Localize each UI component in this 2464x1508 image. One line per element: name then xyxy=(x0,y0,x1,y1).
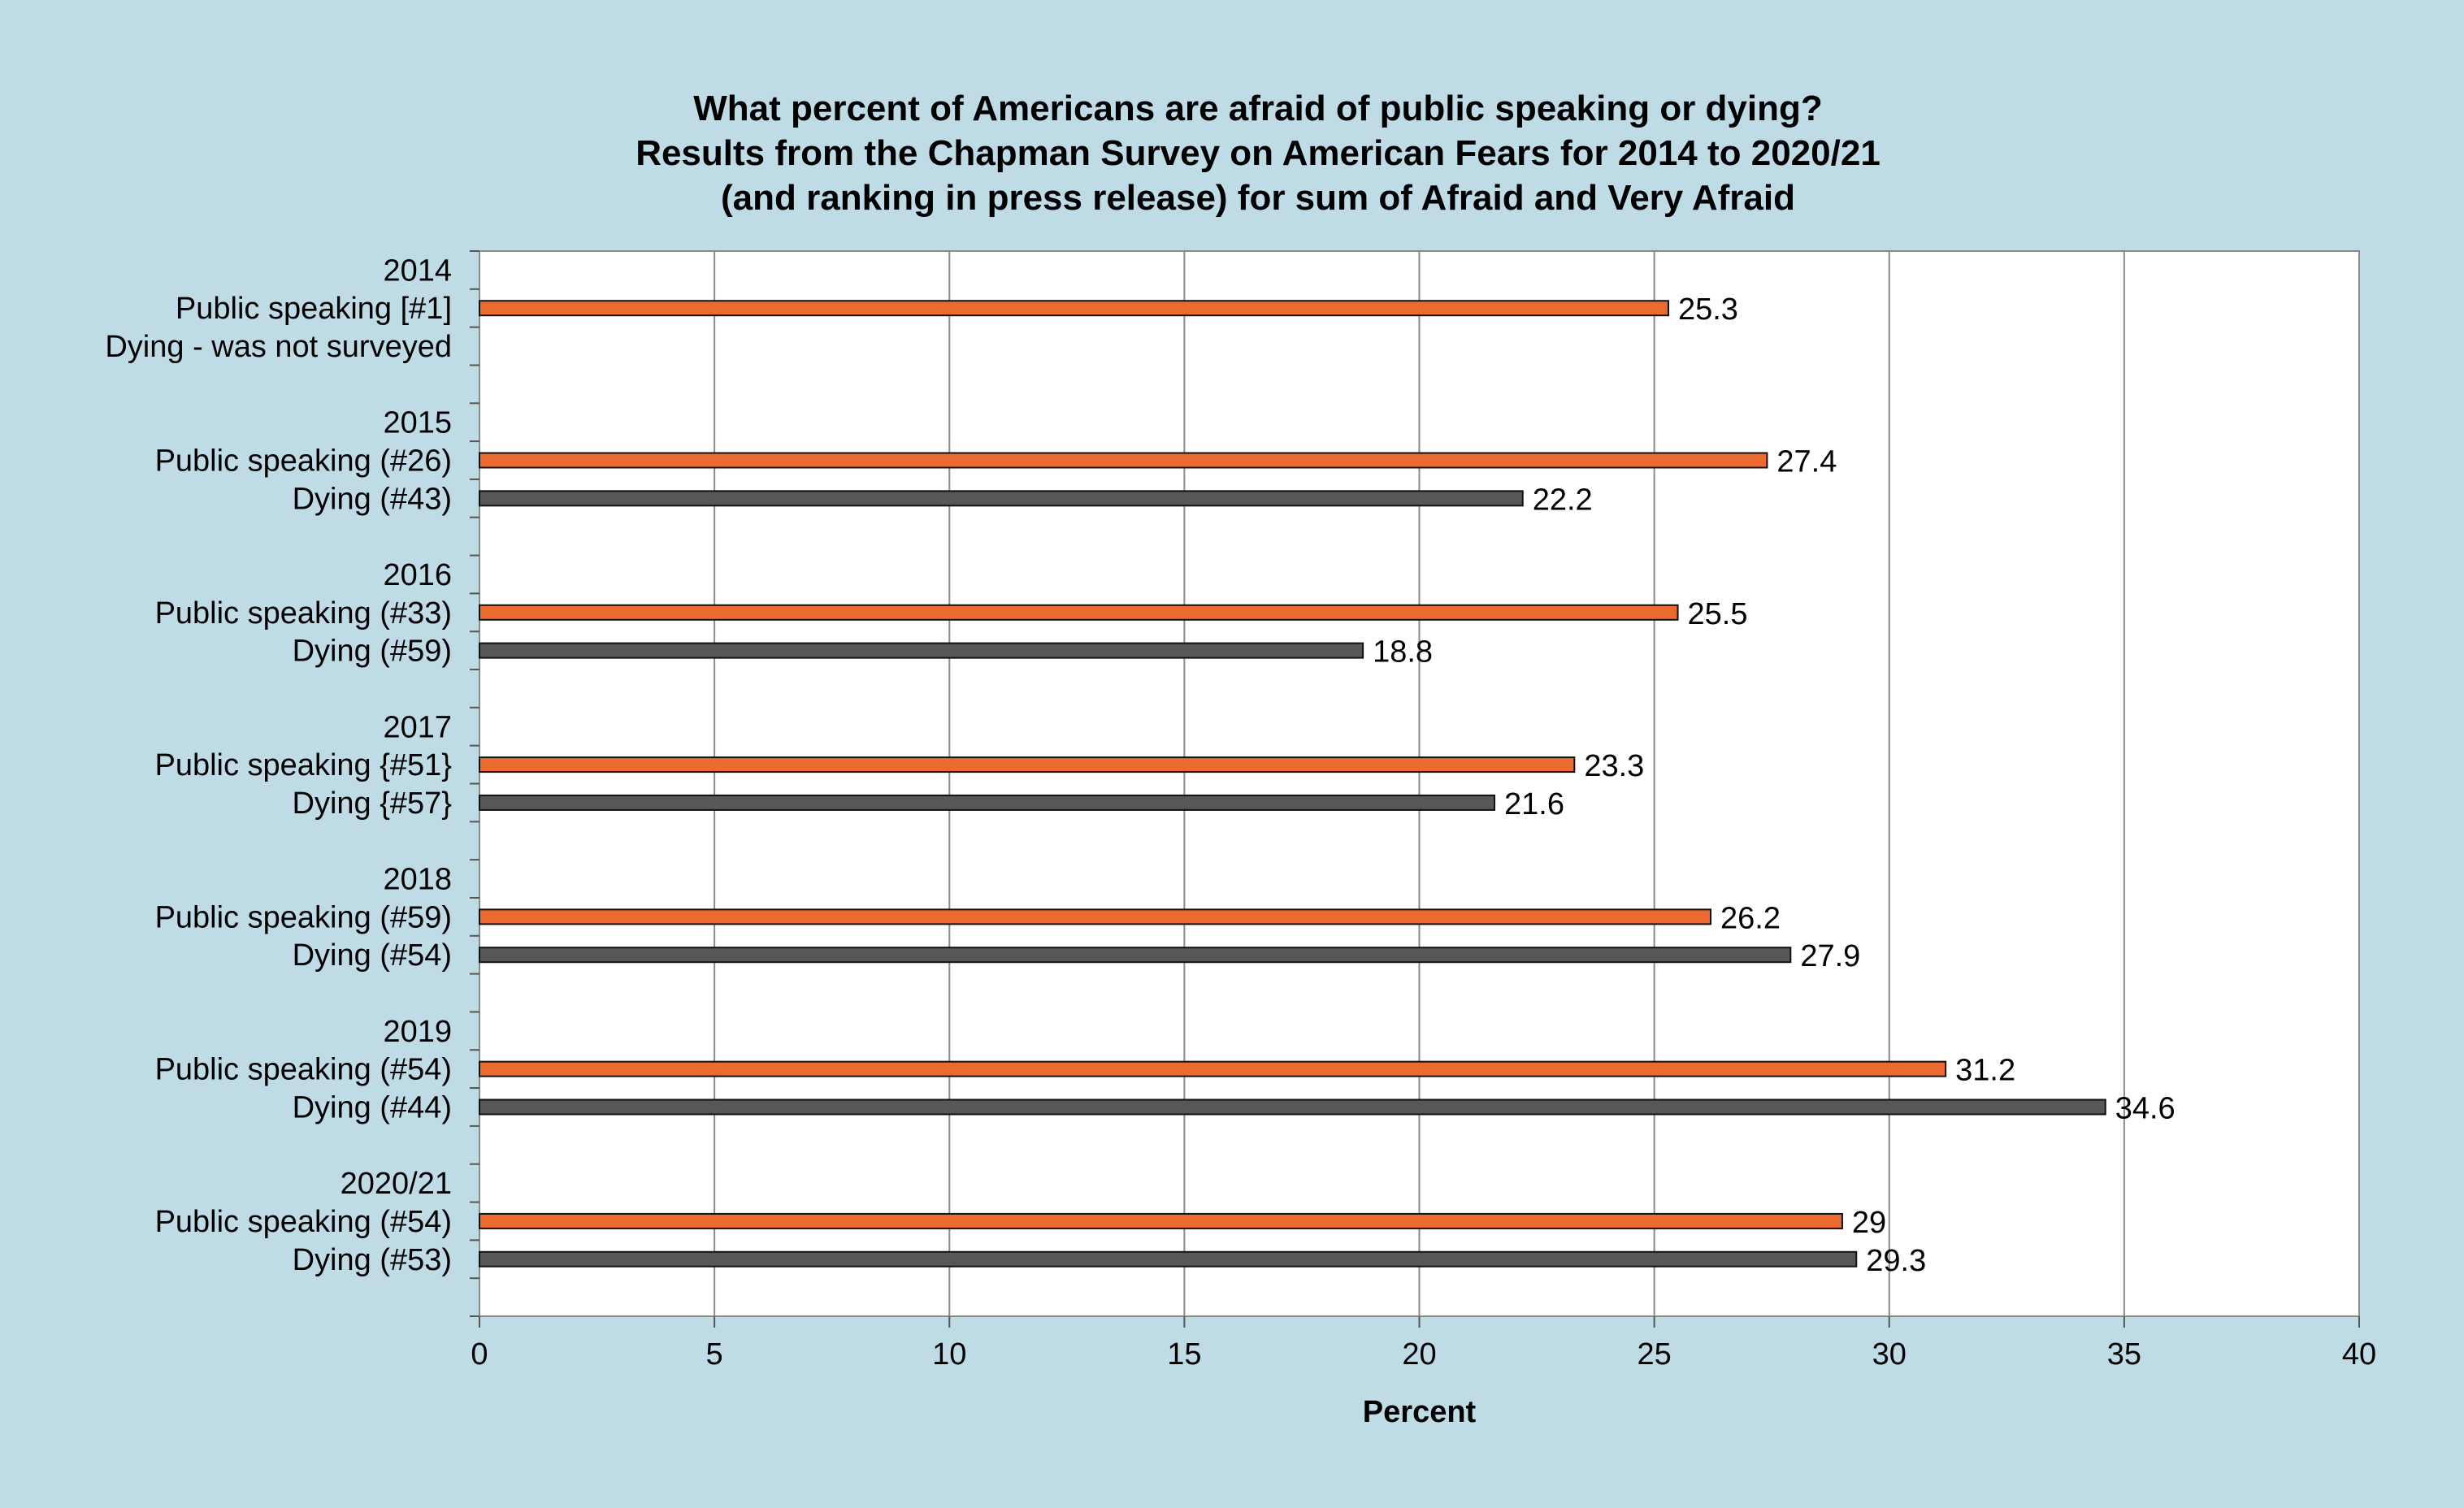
category-label: Public speaking (#33) xyxy=(155,596,452,630)
data-label: 27.9 xyxy=(1800,939,1860,973)
data-label: 22.2 xyxy=(1533,483,1593,517)
category-label: Dying - was not surveyed xyxy=(105,330,452,364)
bar-dying xyxy=(479,1098,2106,1116)
y-axis-ticks xyxy=(470,250,479,1317)
bar-public-speaking xyxy=(479,604,1679,621)
title-line-1: What percent of Americans are afraid of … xyxy=(693,89,1823,128)
category-label: 2020/21 xyxy=(341,1167,452,1201)
bar-dying xyxy=(479,642,1364,659)
gridlines xyxy=(479,251,2360,1328)
category-label: Dying {#57} xyxy=(293,786,453,821)
x-tick-label: 10 xyxy=(932,1337,966,1372)
bar-public-speaking xyxy=(479,1060,1947,1077)
data-label: 23.3 xyxy=(1584,749,1644,783)
data-labels: 25.3 27.4 22.2 25.5 18.8 23.3 21.6 26.2 27.9 31.2… xyxy=(1373,292,2176,1278)
data-label: 29 xyxy=(1852,1206,1886,1240)
x-axis-title: Percent xyxy=(1363,1395,1477,1429)
bar-dying xyxy=(479,794,1496,811)
data-label: 26.2 xyxy=(1720,901,1781,935)
category-label: Dying (#44) xyxy=(293,1090,452,1124)
category-label: 2016 xyxy=(383,558,452,592)
data-label: 31.2 xyxy=(1955,1054,2015,1088)
x-tick-label: 15 xyxy=(1167,1337,1201,1372)
category-label: 2018 xyxy=(383,863,452,897)
bar-dying xyxy=(479,1250,1858,1268)
title-line-2: Results from the Chapman Survey on Ameri… xyxy=(636,133,1881,173)
bar-dying xyxy=(479,947,1792,964)
x-tick-label: 40 xyxy=(2342,1337,2376,1372)
category-label: 2017 xyxy=(383,710,452,744)
x-tick-label: 35 xyxy=(2107,1337,2141,1372)
x-tick-label: 20 xyxy=(1402,1337,1436,1372)
x-tick-label: 5 xyxy=(706,1337,723,1372)
x-tick-label: 0 xyxy=(471,1337,488,1372)
bar-public-speaking xyxy=(479,756,1576,774)
bar-public-speaking xyxy=(479,908,1712,925)
category-label: Dying (#43) xyxy=(293,482,452,516)
category-labels: 2014 Public speaking [#1] Dying - was not … xyxy=(105,254,452,1276)
data-label: 25.3 xyxy=(1678,292,1738,327)
data-label: 29.3 xyxy=(1866,1244,1926,1278)
bar-public-speaking xyxy=(479,452,1768,469)
category-label: 2019 xyxy=(383,1015,452,1049)
bars xyxy=(479,300,2106,1268)
category-label: 2014 xyxy=(383,254,452,288)
category-label: Public speaking (#26) xyxy=(155,444,452,479)
x-tick-label: 30 xyxy=(1872,1337,1907,1372)
data-label: 18.8 xyxy=(1373,635,1433,670)
data-label: 27.4 xyxy=(1776,445,1837,479)
x-tick-label: 25 xyxy=(1637,1337,1671,1372)
title-line-3: (and ranking in press release) for sum o… xyxy=(721,178,1795,218)
data-label: 21.6 xyxy=(1504,787,1564,821)
data-label: 34.6 xyxy=(2115,1091,2176,1125)
x-axis-tick-labels: 0 5 10 15 20 25 30 35 40 xyxy=(471,1337,2376,1372)
category-label: Public speaking (#54) xyxy=(155,1205,452,1239)
bar-dying xyxy=(479,490,1524,507)
data-label: 25.5 xyxy=(1688,597,1748,631)
bar-public-speaking xyxy=(479,1212,1843,1229)
category-label: Dying (#54) xyxy=(293,938,452,973)
chart-title: What percent of Americans are afraid of … xyxy=(636,89,1881,218)
category-label: Dying (#53) xyxy=(293,1243,452,1277)
category-label: Public speaking {#51} xyxy=(154,748,452,782)
category-label: Public speaking [#1] xyxy=(176,292,452,326)
bar-public-speaking xyxy=(479,300,1669,317)
category-label: Public speaking (#59) xyxy=(155,900,452,934)
category-label: Dying (#59) xyxy=(293,635,452,669)
category-label: Public speaking (#54) xyxy=(155,1053,452,1087)
category-label: 2015 xyxy=(383,406,452,440)
